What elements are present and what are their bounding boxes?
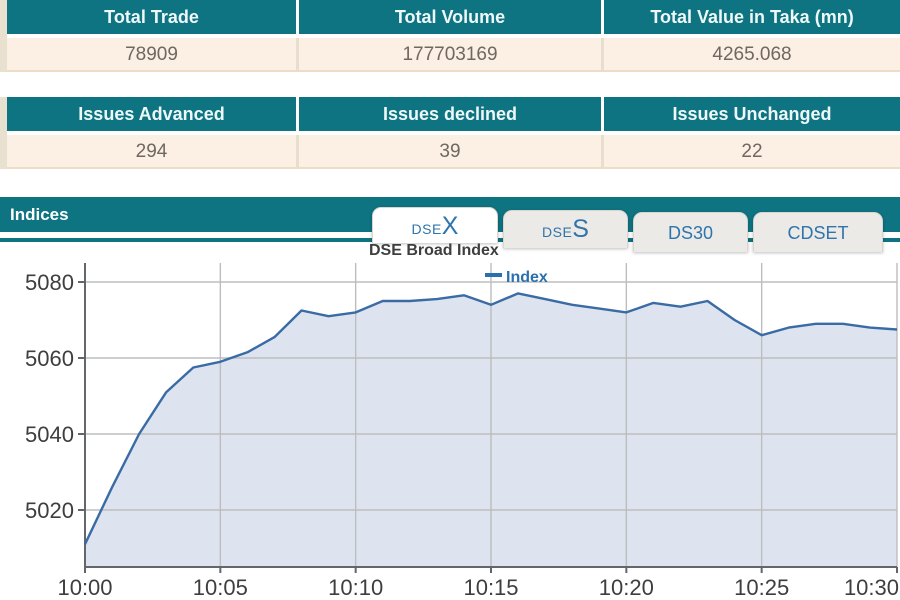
legend-label: Index	[506, 269, 548, 286]
index-chart: 5020 5040 5060 5080 10:00 10:05 10:10 10:15 10:2…	[0, 255, 900, 600]
tab-dses[interactable]: DSES	[503, 210, 628, 248]
summary-value-total-volume: 177703169	[296, 38, 601, 72]
summary-header-row: Total Trade Total Volume Total Value in …	[7, 0, 900, 34]
issues-header-declined: Issues declined	[296, 97, 601, 131]
index-chart-svg: 5020 5040 5060 5080 10:00 10:05 10:10 10:15 10:2…	[25, 263, 899, 600]
summary-header-total-value: Total Value in Taka (mn)	[601, 0, 900, 34]
tab-dsex-label: DSEX	[411, 212, 459, 240]
tab-cdset[interactable]: CDSET	[753, 212, 883, 252]
summary-header-total-trade: Total Trade	[7, 0, 296, 34]
chart-series-line	[83, 292, 898, 545]
issues-header-unchanged: Issues Unchanged	[601, 97, 900, 131]
svg-text:5040: 5040	[25, 422, 74, 447]
issues-header-row: Issues Advanced Issues declined Issues U…	[7, 97, 900, 131]
issues-value-advanced: 294	[7, 135, 296, 169]
x-axis-labels: 10:00 10:05 10:10 10:15 10:20 10:25 10:30	[57, 575, 899, 600]
tab-dsex[interactable]: DSEX	[372, 207, 498, 243]
indices-section-title: Indices	[10, 205, 69, 224]
summary-header-total-volume: Total Volume	[296, 0, 601, 34]
svg-text:5060: 5060	[25, 346, 74, 371]
tab-dses-label: DSES	[542, 215, 589, 243]
svg-text:10:15: 10:15	[463, 575, 518, 600]
tab-cdset-label: CDSET	[787, 223, 849, 243]
issues-value-unchanged: 22	[601, 135, 900, 169]
tab-ds30-label: DS30	[667, 223, 714, 243]
svg-text:10:30: 10:30	[844, 575, 899, 600]
issues-value-declined: 39	[296, 135, 601, 169]
issues-header-advanced: Issues Advanced	[7, 97, 296, 131]
svg-text:10:10: 10:10	[328, 575, 383, 600]
svg-text:5020: 5020	[25, 498, 74, 523]
summary-value-total-trade: 78909	[7, 38, 296, 72]
summary-value-total-value: 4265.068	[601, 38, 900, 72]
issues-table: Issues Advanced Issues declined Issues U…	[0, 97, 900, 169]
svg-text:5080: 5080	[25, 270, 74, 295]
chart-axes	[78, 263, 898, 573]
svg-text:10:20: 10:20	[599, 575, 654, 600]
chart-legend: Index	[485, 269, 548, 286]
summary-value-row: 78909 177703169 4265.068	[7, 38, 900, 72]
svg-text:10:25: 10:25	[734, 575, 789, 600]
tab-ds30[interactable]: DS30	[633, 212, 748, 252]
svg-text:10:05: 10:05	[193, 575, 248, 600]
svg-text:10:00: 10:00	[57, 575, 112, 600]
issues-value-row: 294 39 22	[7, 135, 900, 169]
y-axis-labels: 5020 5040 5060 5080	[25, 270, 74, 523]
market-summary-table: Total Trade Total Volume Total Value in …	[0, 0, 900, 72]
chart-title: DSE Broad Index	[369, 242, 499, 259]
